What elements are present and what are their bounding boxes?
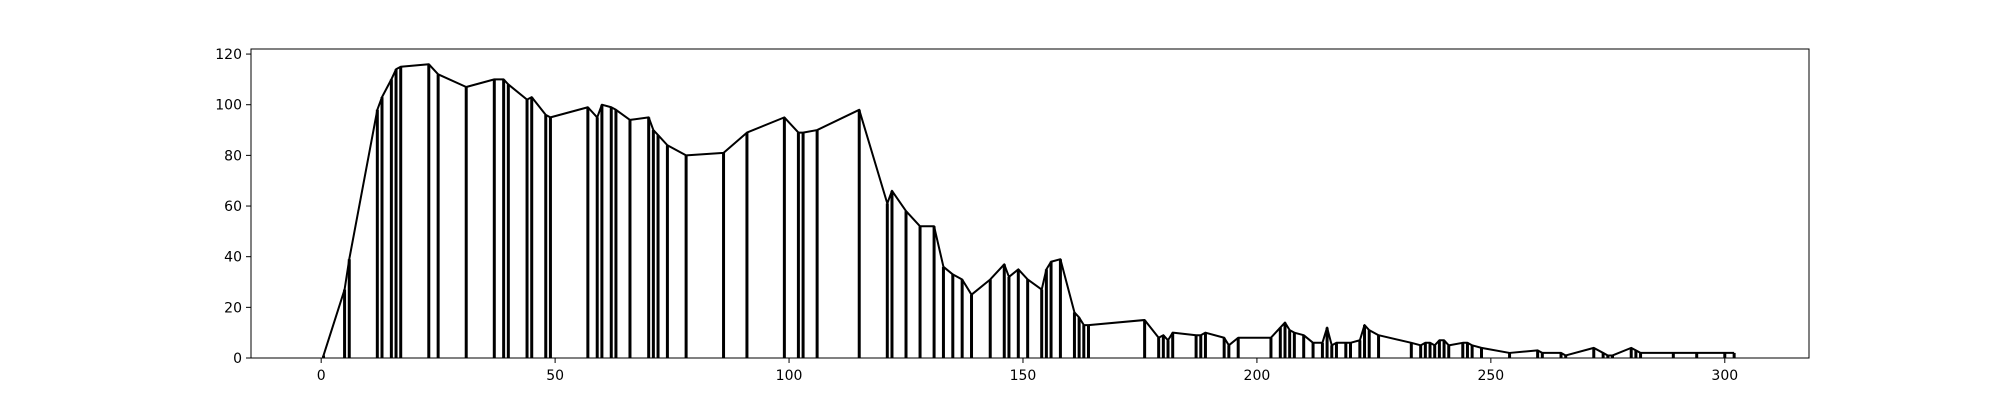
y-tick-label: 100 [215,98,242,114]
plot-marks [322,63,1736,358]
y-tick-label: 20 [224,300,242,316]
y-tick-label: 0 [233,351,242,367]
plot-axes: 0 50 100 150 200 250 300 0 20 40 60 80 100 120 [215,47,1810,384]
x-tick-label: 100 [776,368,803,384]
y-tick-label: 120 [215,47,242,63]
x-tick-label: 50 [546,368,564,384]
y-tick-label: 80 [224,148,242,164]
series-line [322,63,1735,357]
x-tick-label: 0 [317,368,326,384]
x-tick-label: 300 [1711,368,1738,384]
plot-frame [250,48,1810,359]
y-tick-label: 60 [224,199,242,215]
x-tick-label: 150 [1010,368,1037,384]
y-tick-label: 40 [224,250,242,266]
x-tick-label: 200 [1244,368,1271,384]
x-tick-label: 250 [1477,368,1504,384]
